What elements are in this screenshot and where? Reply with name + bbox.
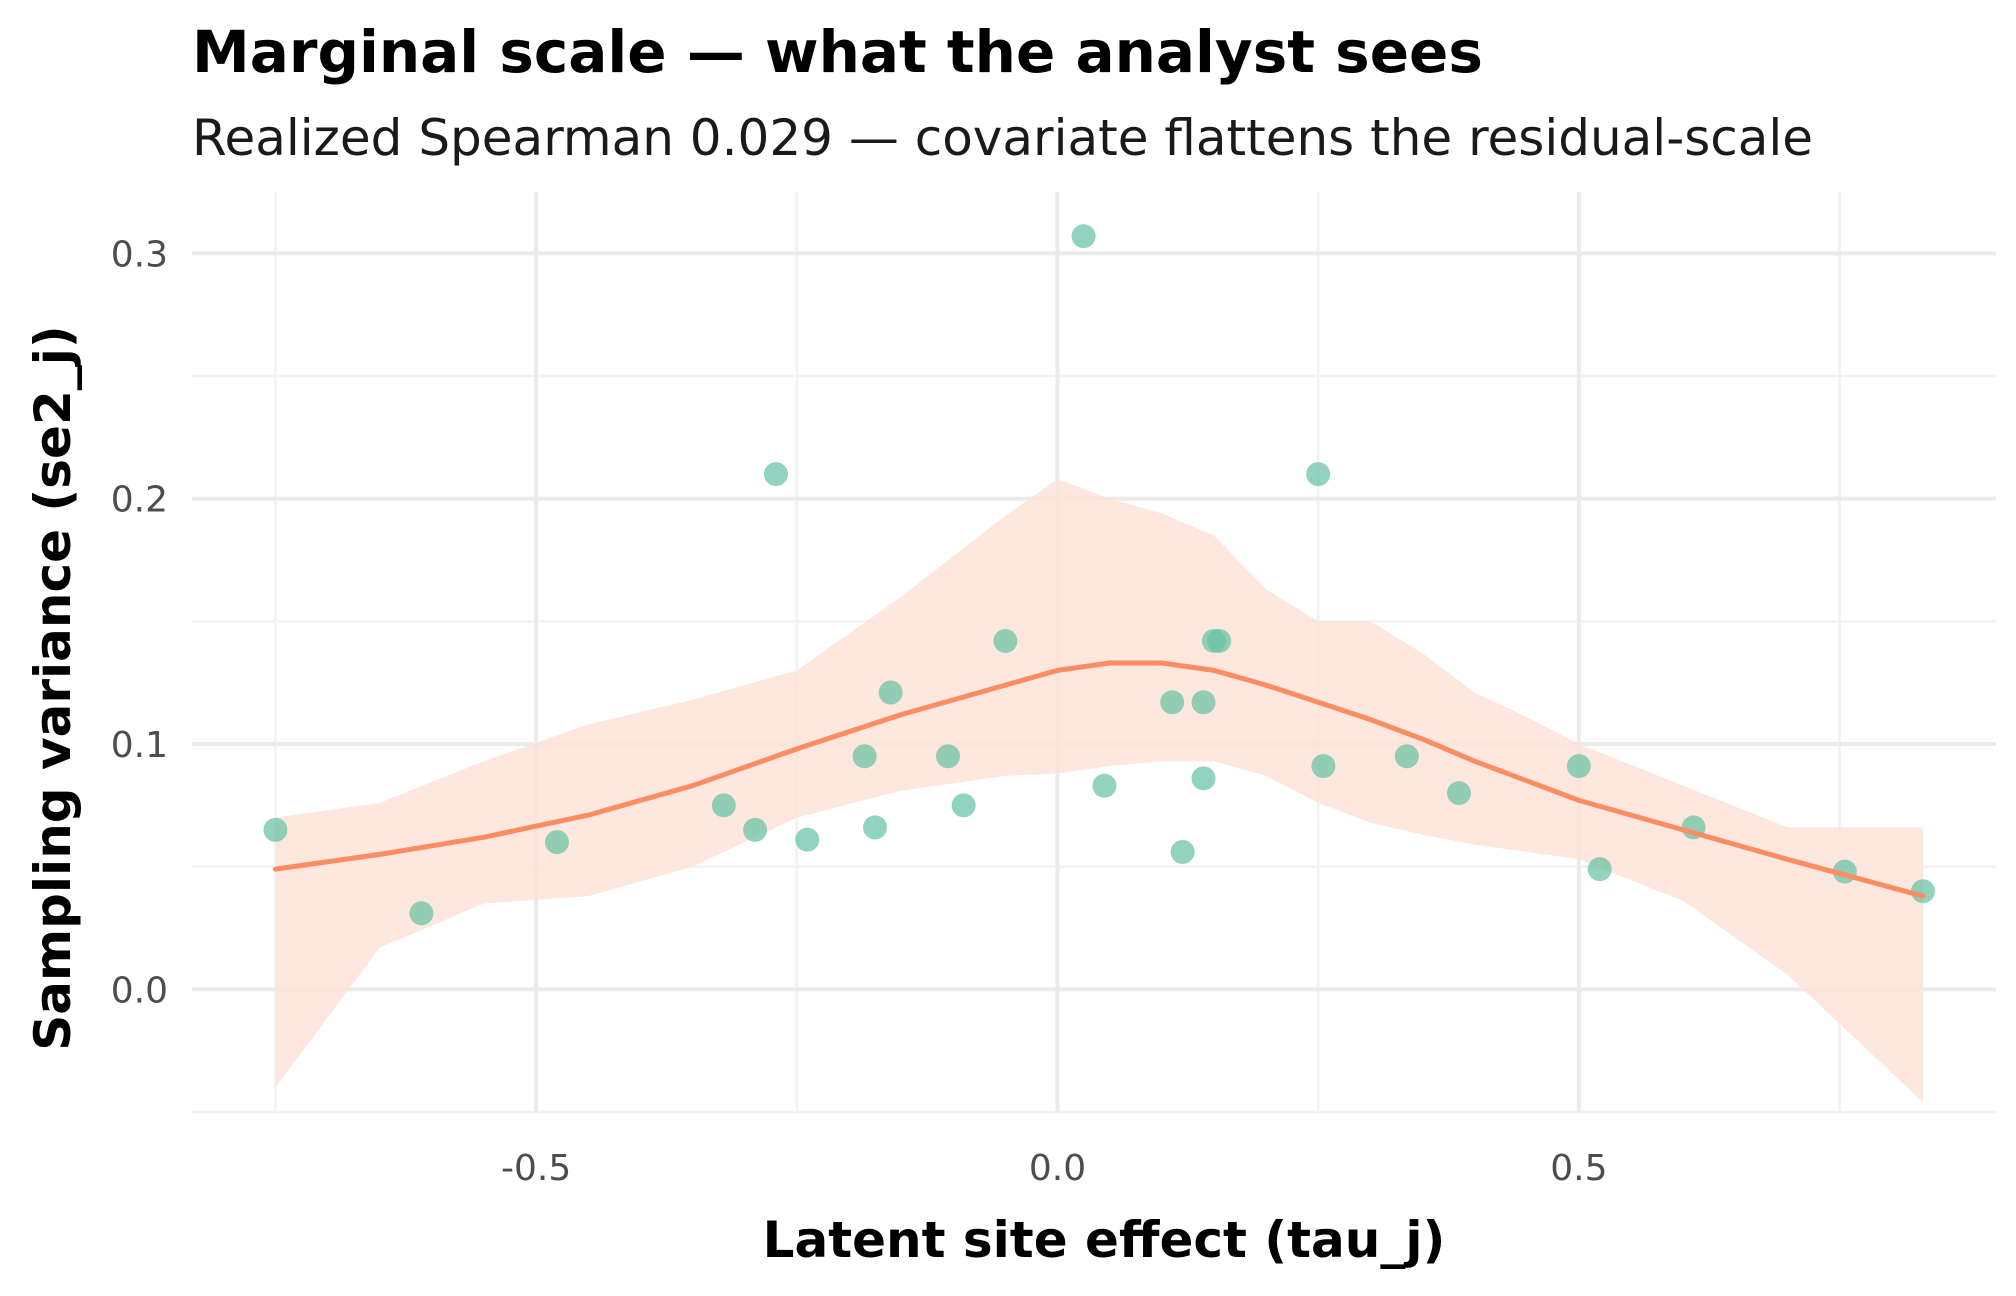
- data-point: [544, 830, 569, 855]
- chart-title: Marginal scale — what the analyst sees: [192, 18, 1483, 86]
- data-point: [1160, 690, 1185, 715]
- data-point: [1394, 744, 1419, 769]
- data-point: [1311, 754, 1336, 779]
- x-tick-labels: -0.5 0.0 0.5: [501, 1148, 1608, 1189]
- data-point: [263, 817, 288, 842]
- data-point: [863, 815, 888, 840]
- data-point: [951, 793, 976, 818]
- y-tick-labels: 0.0 0.1 0.2 0.3: [111, 234, 168, 1011]
- data-point: [993, 628, 1018, 653]
- data-point: [1092, 773, 1117, 798]
- data-point: [1191, 690, 1216, 715]
- y-tick-label: 0.3: [111, 234, 168, 275]
- data-point: [1191, 766, 1216, 791]
- data-point: [763, 462, 788, 487]
- y-tick-label: 0.0: [111, 970, 168, 1011]
- data-point: [936, 744, 961, 769]
- data-point: [1170, 839, 1195, 864]
- data-points: [263, 224, 1936, 926]
- smooth-line: [272, 660, 1926, 899]
- data-point: [409, 901, 434, 926]
- data-point: [711, 793, 736, 818]
- data-point: [743, 817, 768, 842]
- y-tick-label: 0.1: [111, 725, 168, 766]
- x-tick-label: -0.5: [501, 1148, 571, 1189]
- data-point: [795, 827, 820, 852]
- y-axis-title: Sampling variance (se2_j): [24, 325, 82, 1050]
- data-point: [878, 680, 903, 705]
- data-point: [1306, 462, 1331, 487]
- confidence-band-area: [275, 479, 1923, 1103]
- data-point: [1071, 224, 1096, 249]
- data-point: [1566, 754, 1591, 779]
- data-point: [1911, 879, 1936, 904]
- x-tick-label: 0.5: [1550, 1148, 1607, 1189]
- data-point: [852, 744, 877, 769]
- chart-subtitle: Realized Spearman 0.029 — covariate flat…: [192, 109, 1813, 167]
- data-point: [1446, 781, 1471, 806]
- data-point: [1587, 857, 1612, 882]
- confidence-band: [275, 479, 1923, 1103]
- x-tick-label: 0.0: [1029, 1148, 1086, 1189]
- y-tick-label: 0.2: [111, 480, 168, 521]
- smooth-trend-line: [272, 660, 1926, 899]
- data-point: [1207, 628, 1232, 653]
- x-axis-title: Latent site effect (tau_j): [763, 1211, 1446, 1269]
